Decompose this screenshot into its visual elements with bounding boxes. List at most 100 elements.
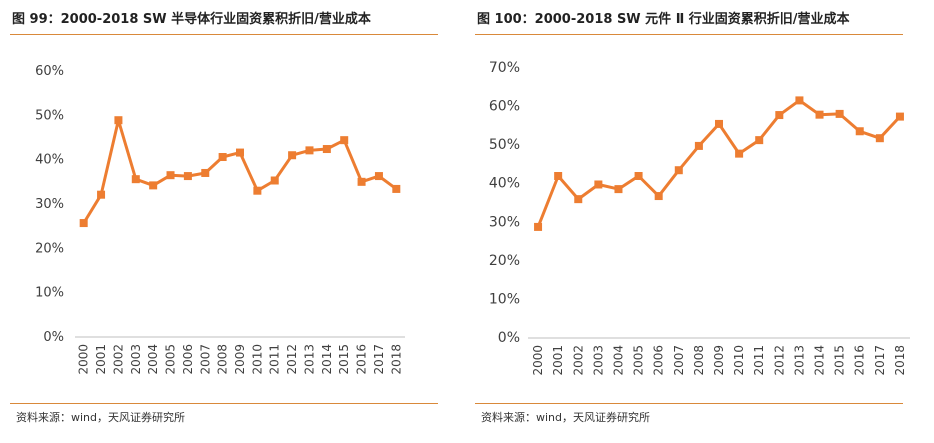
y-tick-label: 50% xyxy=(35,108,64,123)
data-point-marker xyxy=(340,136,349,145)
data-point-marker xyxy=(253,186,262,195)
y-tick-label: 40% xyxy=(35,153,64,168)
source-divider xyxy=(475,403,903,404)
x-tick-label: 2011 xyxy=(752,345,766,376)
x-tick-label: 2008 xyxy=(216,344,230,375)
data-point-marker xyxy=(694,141,703,150)
data-point-marker xyxy=(357,177,366,186)
x-tick-label: 2008 xyxy=(692,345,706,376)
x-tick-label: 2007 xyxy=(198,344,212,375)
x-tick-label: 2016 xyxy=(853,345,867,376)
data-point-marker xyxy=(755,136,764,145)
data-point-marker xyxy=(715,119,723,128)
x-tick-label: 2004 xyxy=(146,344,160,375)
data-point-marker xyxy=(79,219,88,228)
data-point-marker xyxy=(149,181,158,190)
title-divider xyxy=(10,34,438,35)
data-point-marker xyxy=(895,112,904,121)
x-tick-label: 2016 xyxy=(355,344,369,375)
data-point-marker xyxy=(554,172,563,180)
x-tick-label: 2001 xyxy=(94,344,108,375)
x-tick-label: 2003 xyxy=(129,344,143,375)
data-point-marker xyxy=(775,111,784,120)
data-point-marker xyxy=(594,180,603,189)
data-point-marker xyxy=(374,172,383,181)
y-tick-label: 60% xyxy=(489,99,520,115)
title-divider xyxy=(475,34,903,35)
line-chart: 0% 10% 20% 30% 40% 50% 60% 70% 2000 2001 2002 2003 2… xyxy=(489,60,910,376)
data-point-marker xyxy=(654,192,663,201)
data-point-marker xyxy=(218,153,227,162)
data-point-marker xyxy=(288,151,297,160)
data-point-marker xyxy=(875,134,884,143)
data-point-marker xyxy=(795,96,804,105)
x-tick-label: 2010 xyxy=(732,345,746,376)
chart-panel-semiconductor: 图 99：2000-2018 SW 半导体行业固资累积折旧/营业成本 0% 10%… xyxy=(0,0,450,443)
x-tick-label: 2005 xyxy=(164,344,178,375)
chart-panel-components: 图 100：2000-2018 SW 元件 Ⅱ 行业固资累积折旧/营业成本 0%… xyxy=(465,0,915,443)
data-point-marker xyxy=(634,172,643,180)
y-tick-label: 20% xyxy=(489,253,520,269)
chart-title: 图 99：2000-2018 SW 半导体行业固资累积折旧/营业成本 xyxy=(12,12,371,27)
data-point-marker xyxy=(322,145,331,154)
x-tick-label: 2007 xyxy=(672,345,686,376)
line-chart: 0% 10% 20% 30% 40% 50% 60% 2000 2001 2002 2003 2004… xyxy=(35,64,405,375)
y-tick-label: 50% xyxy=(489,137,520,153)
y-tick-label: 0% xyxy=(43,330,64,345)
data-point-marker xyxy=(614,185,623,194)
data-point-marker xyxy=(166,171,175,180)
y-tick-label: 10% xyxy=(489,291,520,307)
y-tick-label: 0% xyxy=(498,330,520,346)
y-tick-label: 40% xyxy=(489,176,520,192)
data-point-marker xyxy=(114,116,123,125)
source-note: 资料来源：wind，天风证券研究所 xyxy=(481,411,651,424)
x-tick-label: 2001 xyxy=(551,345,565,376)
chart-title: 图 100：2000-2018 SW 元件 Ⅱ 行业固资累积折旧/营业成本 xyxy=(477,12,850,27)
x-tick-label: 2013 xyxy=(302,344,316,375)
data-point-marker xyxy=(735,149,744,158)
x-tick-label: 2000 xyxy=(77,344,91,375)
x-tick-label: 2009 xyxy=(233,344,247,375)
data-point-marker xyxy=(534,222,543,231)
y-tick-label: 30% xyxy=(489,214,520,230)
y-tick-label: 20% xyxy=(35,241,64,256)
data-point-marker xyxy=(97,190,106,199)
x-tick-label: 2015 xyxy=(337,344,351,375)
data-point-marker xyxy=(392,184,401,193)
y-tick-label: 30% xyxy=(35,197,64,212)
data-point-marker xyxy=(674,166,683,175)
data-point-marker xyxy=(815,110,824,119)
series-line xyxy=(536,98,901,228)
y-tick-label: 70% xyxy=(489,60,520,76)
data-point-marker xyxy=(236,148,244,157)
source-note: 资料来源：wind，天风证券研究所 xyxy=(16,411,186,424)
x-tick-label: 2014 xyxy=(813,345,827,376)
data-point-marker xyxy=(183,172,192,181)
x-tick-label: 2006 xyxy=(181,344,195,375)
data-point-marker xyxy=(835,109,844,118)
data-point-marker xyxy=(131,175,140,184)
x-tick-label: 2012 xyxy=(772,345,786,376)
series-line xyxy=(82,118,398,224)
x-tick-label: 2000 xyxy=(531,345,545,376)
x-tick-label: 2018 xyxy=(389,344,403,375)
x-tick-label: 2003 xyxy=(591,345,605,376)
source-divider xyxy=(10,403,438,404)
data-point-marker xyxy=(574,195,583,204)
data-point-marker xyxy=(305,146,314,155)
data-point-marker xyxy=(855,127,864,136)
x-tick-label: 2005 xyxy=(632,345,646,376)
x-tick-label: 2015 xyxy=(833,345,847,376)
x-tick-label: 2002 xyxy=(571,345,585,376)
y-tick-label: 10% xyxy=(35,286,64,301)
x-tick-label: 2010 xyxy=(250,344,264,375)
data-point-marker xyxy=(270,176,279,185)
x-tick-label: 2018 xyxy=(893,345,907,376)
x-tick-label: 2004 xyxy=(611,345,625,376)
x-tick-label: 2009 xyxy=(712,345,726,376)
x-tick-label: 2006 xyxy=(652,345,666,376)
x-tick-label: 2012 xyxy=(285,344,299,375)
x-tick-label: 2014 xyxy=(320,344,334,375)
x-tick-label: 2002 xyxy=(111,344,125,375)
x-tick-label: 2013 xyxy=(792,345,806,376)
